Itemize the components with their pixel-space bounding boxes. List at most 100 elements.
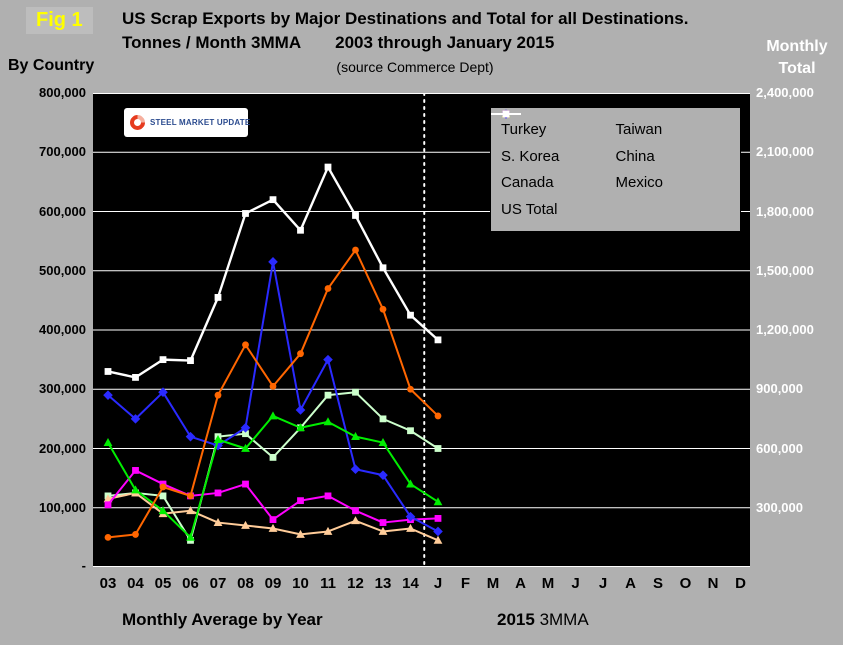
data-point <box>324 391 332 399</box>
data-point <box>104 368 112 375</box>
x-axis-label: O <box>679 575 692 592</box>
data-point <box>434 412 442 420</box>
data-point <box>132 374 139 381</box>
x-axis-label: 07 <box>209 575 227 592</box>
data-point <box>379 305 387 313</box>
x-axis-caption-left: Monthly Average by Year <box>122 610 323 629</box>
data-point <box>406 479 415 488</box>
plot-area: STEEL MARKET UPDATE Turkey Taiwan S. Korea… <box>93 93 750 567</box>
data-point <box>103 494 113 503</box>
data-point <box>269 196 277 204</box>
x-axis-label: 09 <box>264 575 282 592</box>
x-axis-label: F <box>460 575 471 592</box>
x-axis-label: 03 <box>99 575 117 592</box>
legend-item-mexico: Mexico <box>491 109 731 191</box>
data-point <box>433 526 443 537</box>
legend-item-china: China <box>491 109 731 165</box>
data-point <box>296 423 305 432</box>
x-axis-label: J <box>433 575 443 592</box>
x-axis-label: 10 <box>292 575 309 592</box>
data-point <box>242 341 249 349</box>
data-point <box>214 294 222 301</box>
legend-item-s-korea: S. Korea <box>491 109 616 165</box>
y-axis-left-label: 200,000 <box>39 440 86 456</box>
x-axis-label: 06 <box>182 575 199 592</box>
chart-source: (source Commerce Dept) <box>336 59 494 75</box>
data-point <box>434 336 442 344</box>
data-point <box>351 432 360 441</box>
right-axis-title: Monthly Total <box>754 36 840 80</box>
y-axis-right-label: 2,400,000 <box>756 85 814 100</box>
data-point <box>433 535 443 544</box>
y-axis-left-label: 800,000 <box>39 85 86 100</box>
data-point <box>379 519 387 526</box>
x-axis-label: 11 <box>320 575 336 592</box>
data-point <box>132 467 139 474</box>
data-point <box>241 520 250 529</box>
data-point <box>296 529 305 538</box>
x-axis-label: 04 <box>127 575 144 592</box>
y-axis-right-label: 900,000 <box>756 381 803 397</box>
data-point <box>214 391 222 399</box>
data-point <box>185 431 196 442</box>
x-axis-label: 12 <box>347 575 364 592</box>
data-point <box>433 497 443 506</box>
y-axis-right-label: 1,200,000 <box>756 322 814 337</box>
legend-marker-icon <box>491 110 521 118</box>
data-point <box>406 523 415 532</box>
data-point <box>269 382 277 390</box>
x-axis-label: 08 <box>237 575 254 592</box>
x-axis-label: J <box>598 575 608 592</box>
series-line-turkey <box>107 249 439 539</box>
y-axis-right-label: 1,800,000 <box>756 203 814 219</box>
legend-item-us-total: US Total <box>491 110 616 218</box>
legend-item-label: S. Korea <box>501 147 560 165</box>
left-axis-title: By Country <box>8 57 95 74</box>
y-axis-right-label: 600,000 <box>756 440 803 456</box>
legend-item-label: Turkey <box>501 121 547 139</box>
data-point <box>213 517 223 526</box>
chart-canvas <box>93 93 750 567</box>
legend-item-label: US Total <box>501 200 558 218</box>
y-axis-left-label: 500,000 <box>39 262 86 278</box>
chart-units: Tonnes / Month 3MMA <box>122 33 302 52</box>
data-point <box>240 422 251 433</box>
data-point <box>159 483 167 491</box>
data-point <box>324 492 332 500</box>
data-point <box>242 480 249 488</box>
smu-logo: STEEL MARKET UPDATE <box>124 108 251 137</box>
x-axis-label: M <box>541 575 555 592</box>
legend-item-turkey: Turkey <box>491 110 616 139</box>
y-axis-right-label: 300,000 <box>756 499 803 515</box>
x-axis-caption-right: 2015 3MMA <box>497 610 589 630</box>
x-axis-label: D <box>735 575 746 592</box>
data-point <box>186 532 195 541</box>
y-axis-left-label: 100,000 <box>39 499 86 515</box>
data-point <box>323 417 333 426</box>
data-point <box>323 526 333 535</box>
x-axis-label: J <box>571 575 580 592</box>
data-point <box>242 210 249 217</box>
data-point <box>269 453 277 461</box>
right-axis-title-line1: Monthly <box>766 38 828 55</box>
y-axis-right-label: 2,100,000 <box>756 144 814 160</box>
data-point <box>297 226 304 234</box>
data-point <box>131 485 140 494</box>
x-axis-label: 05 <box>154 575 172 592</box>
data-point <box>379 415 387 423</box>
y-axis-left-label: - <box>81 558 86 573</box>
data-point <box>407 427 414 435</box>
data-point <box>434 445 442 452</box>
data-point <box>104 501 112 509</box>
data-point <box>242 430 249 438</box>
legend-item-canada: Canada <box>491 110 616 191</box>
smu-logo-text: STEEL MARKET UPDATE <box>150 118 251 127</box>
data-point <box>268 523 278 532</box>
data-point <box>352 388 359 396</box>
data-point <box>297 497 304 505</box>
x-axis-label: 13 <box>374 575 392 592</box>
smu-logo-icon <box>126 111 149 134</box>
chart-daterange: 2003 through January 2015 <box>335 33 555 52</box>
data-point <box>323 354 333 365</box>
